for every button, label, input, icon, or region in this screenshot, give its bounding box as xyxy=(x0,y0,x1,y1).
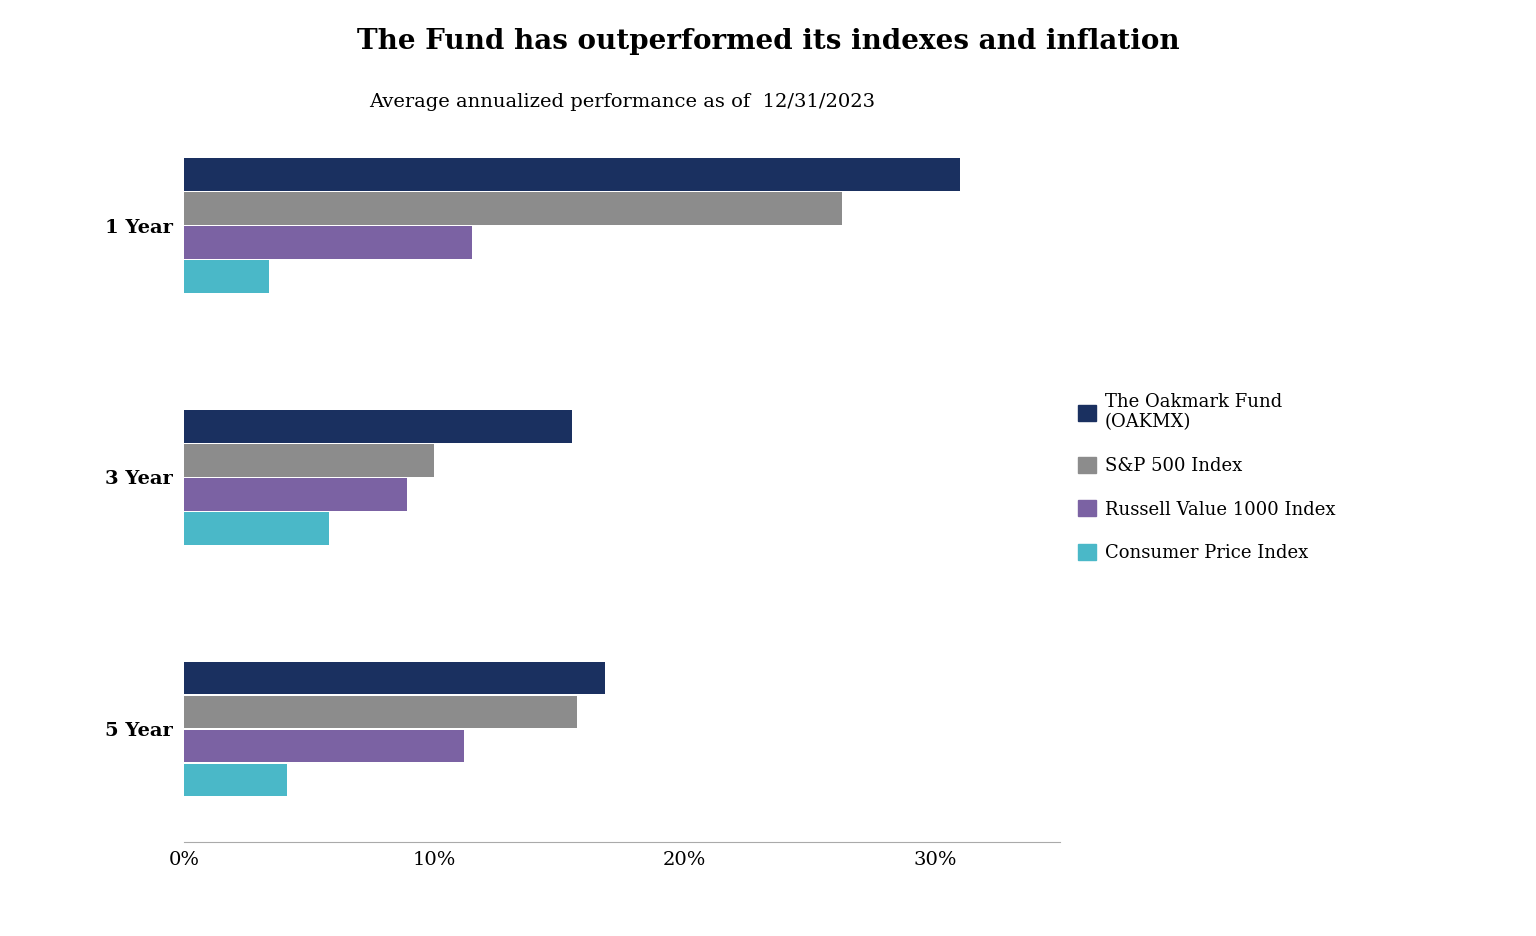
Bar xyxy=(184,192,842,225)
Bar xyxy=(184,260,269,293)
Bar xyxy=(184,764,287,797)
Bar xyxy=(184,444,435,476)
Bar xyxy=(184,662,605,695)
Title: Average annualized performance as of  12/31/2023: Average annualized performance as of 12/… xyxy=(369,93,876,110)
Bar xyxy=(184,512,329,545)
Legend: The Oakmark Fund
(OAKMX), S&P 500 Index, Russell Value 1000 Index, Consumer Pric: The Oakmark Fund (OAKMX), S&P 500 Index,… xyxy=(1078,392,1335,563)
Bar xyxy=(184,158,960,191)
Bar xyxy=(184,410,571,443)
Text: The Fund has outperformed its indexes and inflation: The Fund has outperformed its indexes an… xyxy=(356,28,1180,55)
Bar xyxy=(184,227,472,259)
Bar xyxy=(184,695,578,728)
Bar xyxy=(184,730,464,763)
Bar xyxy=(184,478,407,511)
